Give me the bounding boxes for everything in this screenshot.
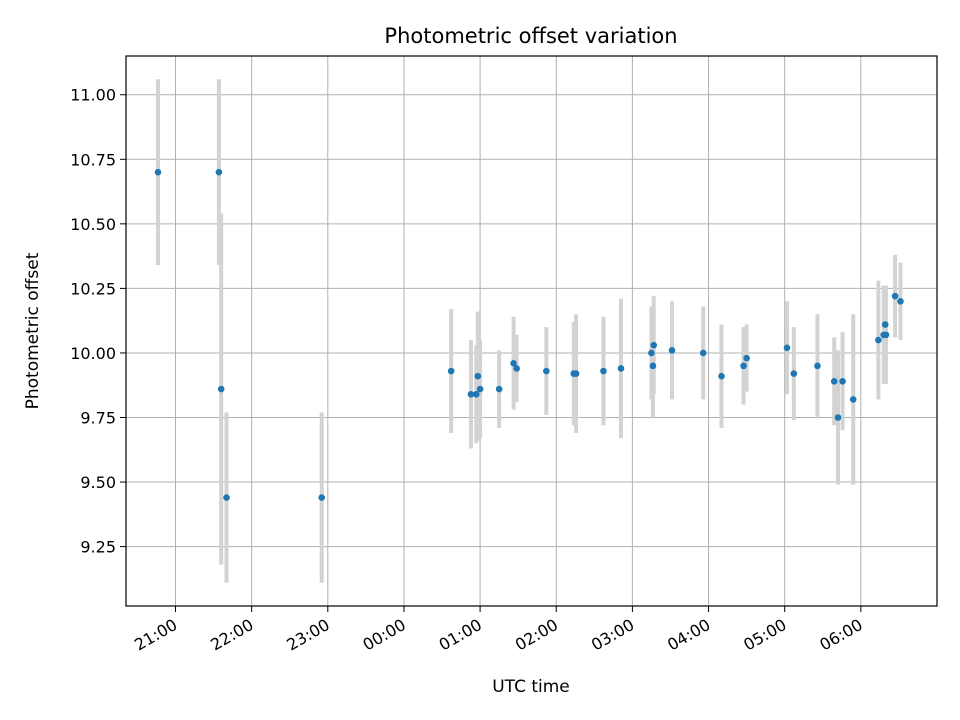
data-point [897, 298, 904, 305]
data-point [790, 370, 798, 377]
data-point [572, 370, 580, 377]
y-tick-label: 9.75 [80, 409, 116, 428]
data-point [318, 494, 326, 501]
x-tick-label: 05:00 [740, 615, 789, 655]
data-point [849, 396, 857, 403]
y-tick-label: 9.25 [80, 538, 116, 557]
data-point [699, 349, 707, 357]
data-point [783, 344, 791, 352]
x-tick-label: 00:00 [360, 615, 409, 655]
data-point [743, 354, 750, 362]
data-point [648, 349, 655, 357]
x-axis-title: UTC time [492, 677, 570, 697]
data-point [474, 372, 482, 380]
grid-lines [126, 56, 937, 606]
data-point [510, 359, 517, 367]
data-point [447, 367, 455, 375]
x-tick-label: 21:00 [131, 615, 180, 655]
y-tick-label: 10.00 [70, 344, 116, 363]
x-tick-label: 02:00 [512, 615, 561, 655]
data-point [217, 385, 225, 393]
data-point [649, 362, 657, 370]
data-point [668, 347, 676, 354]
data-point [891, 292, 899, 300]
data-point [839, 378, 846, 385]
data-point [154, 168, 162, 176]
data-point [476, 385, 484, 393]
y-tick-label: 9.50 [80, 473, 116, 492]
data-point [881, 321, 889, 328]
x-tick-label: 23:00 [283, 615, 332, 655]
data-point [467, 390, 475, 398]
y-tick-label: 10.75 [70, 150, 116, 169]
error-bars [155, 79, 903, 583]
data-point [650, 341, 658, 349]
data-point [495, 385, 503, 393]
x-axis-ticks: 21:00 22:00 23:00 00:00 01:00 02:00 03:00 04:00… [131, 606, 866, 655]
data-points [154, 168, 904, 501]
data-point [834, 414, 842, 421]
x-tick-label: 03:00 [588, 615, 637, 655]
y-tick-label: 10.50 [70, 215, 116, 234]
data-point [513, 365, 520, 372]
chart-title: Photometric offset variation [384, 24, 677, 48]
data-point [472, 390, 480, 398]
plot-frame [125, 55, 938, 607]
x-tick-label: 01:00 [436, 615, 485, 655]
data-point [543, 367, 550, 375]
x-tick-label: 04:00 [664, 615, 713, 655]
data-point [718, 372, 725, 380]
data-point [830, 378, 838, 385]
data-point [740, 362, 747, 370]
data-point [600, 367, 607, 375]
data-point [223, 494, 230, 501]
y-axis-ticks: 9.25 9.50 9.75 10.00 10.25 10.50 10.75 11.00 [70, 86, 126, 557]
data-point [814, 362, 821, 370]
data-point [215, 168, 223, 176]
x-tick-label: 06:00 [816, 615, 865, 655]
data-point [882, 331, 890, 339]
data-point [617, 365, 625, 372]
data-point [875, 336, 882, 344]
x-tick-label: 22:00 [207, 615, 256, 655]
y-axis-title: Photometric offset [23, 252, 43, 409]
y-tick-label: 11.00 [70, 86, 116, 105]
y-tick-label: 10.25 [70, 279, 116, 298]
